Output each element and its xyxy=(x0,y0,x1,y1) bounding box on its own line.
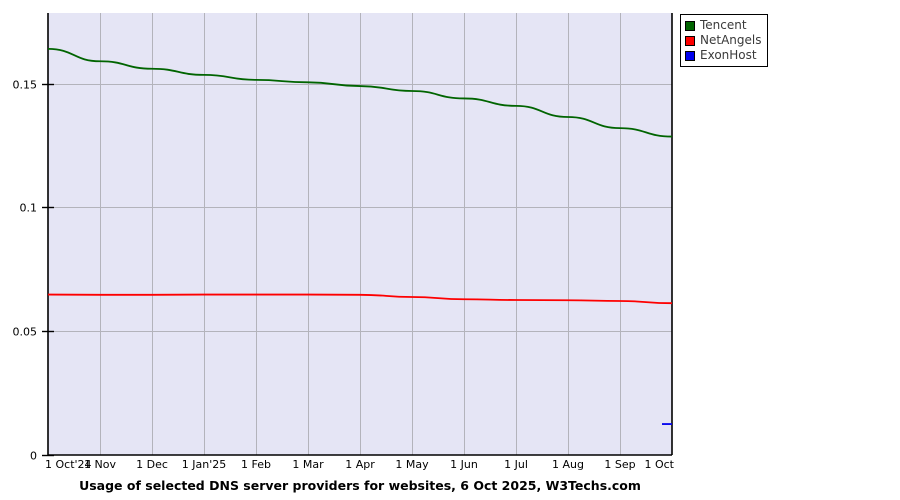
legend-item-netangels[interactable]: NetAngels xyxy=(685,33,761,48)
legend-swatch-exonhost xyxy=(685,50,695,61)
x-axis-ticks: 1 Oct'241 Nov 1 Dec 1 Jan'25 1 Feb 1 Mar 1 Ap… xyxy=(45,458,675,471)
x-tick-label: 1 Aug xyxy=(552,458,584,471)
chart-legend: Tencent NetAngels ExonHost xyxy=(680,14,769,67)
x-tick-label: 1 Oct xyxy=(644,458,674,471)
legend-item-tencent[interactable]: Tencent xyxy=(685,18,761,33)
x-tick-label: 1 Nov xyxy=(84,458,116,471)
legend-item-exonhost[interactable]: ExonHost xyxy=(685,48,761,63)
legend-label-tencent: Tencent xyxy=(700,18,747,32)
x-tick-label: 1 Jan'25 xyxy=(182,458,226,471)
data-series-layer xyxy=(47,48,673,425)
y-tick-label: 0.15 xyxy=(13,79,38,92)
legend-swatch-tencent xyxy=(685,20,695,31)
x-tick-label: 1 Jun xyxy=(450,458,478,471)
legend-label-exonhost: ExonHost xyxy=(700,48,757,62)
legend-label-netangels: NetAngels xyxy=(700,33,762,47)
y-gridlines xyxy=(48,84,672,332)
x-tick-label: 1 Apr xyxy=(345,458,375,471)
x-tick-label: 1 Jul xyxy=(504,458,528,471)
series-line-tencent xyxy=(47,48,673,138)
chart-caption: Usage of selected DNS server providers f… xyxy=(79,478,641,493)
x-tick-label: 1 Sep xyxy=(604,458,635,471)
x-tick-label: 1 Mar xyxy=(292,458,324,471)
legend-swatch-netangels xyxy=(685,35,695,46)
y-tick-label: 0.1 xyxy=(20,202,38,215)
x-tick-label: 1 Dec xyxy=(136,458,168,471)
y-tick-label: 0.05 xyxy=(13,326,38,339)
x-tick-label: 1 Oct'24 xyxy=(45,458,92,471)
x-gridlines xyxy=(100,13,621,455)
x-tick-label: 1 May xyxy=(395,458,429,471)
y-tick-label: 0 xyxy=(30,450,37,463)
series-line-netangels xyxy=(47,293,673,305)
y-axis-ticks: 0 0.05 0.1 0.15 xyxy=(13,79,54,463)
x-tick-label: 1 Feb xyxy=(241,458,271,471)
